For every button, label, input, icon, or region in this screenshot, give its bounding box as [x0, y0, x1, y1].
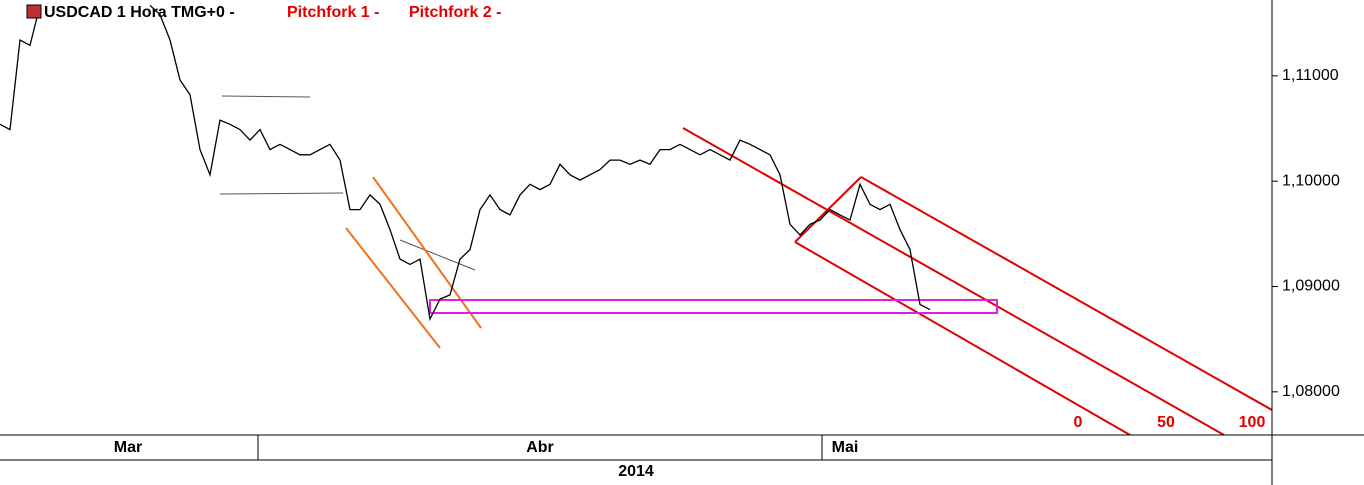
pitchfork-level: 0 [1074, 414, 1083, 431]
month-label: Abr [526, 439, 554, 456]
year-label: 2014 [618, 463, 654, 480]
channel-line [345, 227, 441, 349]
trend-line [399, 239, 476, 271]
month-label: Mai [832, 439, 859, 456]
plot [0, 4, 931, 322]
pitchfork-handle [794, 176, 862, 243]
pitchfork-line [794, 241, 1131, 435]
symbol-icon [26, 4, 42, 19]
channel-line [372, 176, 482, 329]
drawings [219, 95, 1272, 435]
zone-rect [429, 299, 998, 314]
pitchfork-level: 100 [1239, 414, 1266, 431]
price-line [0, 4, 931, 322]
legend-symbol: USDCAD 1 Hora TMG+0 - [44, 4, 235, 21]
trend-line [221, 95, 311, 98]
pitchfork-line [682, 127, 1225, 435]
month-label: Mar [114, 439, 142, 456]
legend-study: Pitchfork 1 - [287, 4, 379, 21]
legend-study: Pitchfork 2 - [409, 4, 501, 21]
y-tick-label: 1,11000 [1282, 67, 1339, 84]
y-tick-label: 1,08000 [1282, 383, 1340, 400]
trend-line [219, 192, 344, 195]
pitchfork-level: 50 [1157, 414, 1175, 431]
pitchfork-line [860, 176, 1272, 411]
y-tick-label: 1,10000 [1282, 172, 1340, 189]
y-tick-label: 1,09000 [1282, 278, 1340, 295]
